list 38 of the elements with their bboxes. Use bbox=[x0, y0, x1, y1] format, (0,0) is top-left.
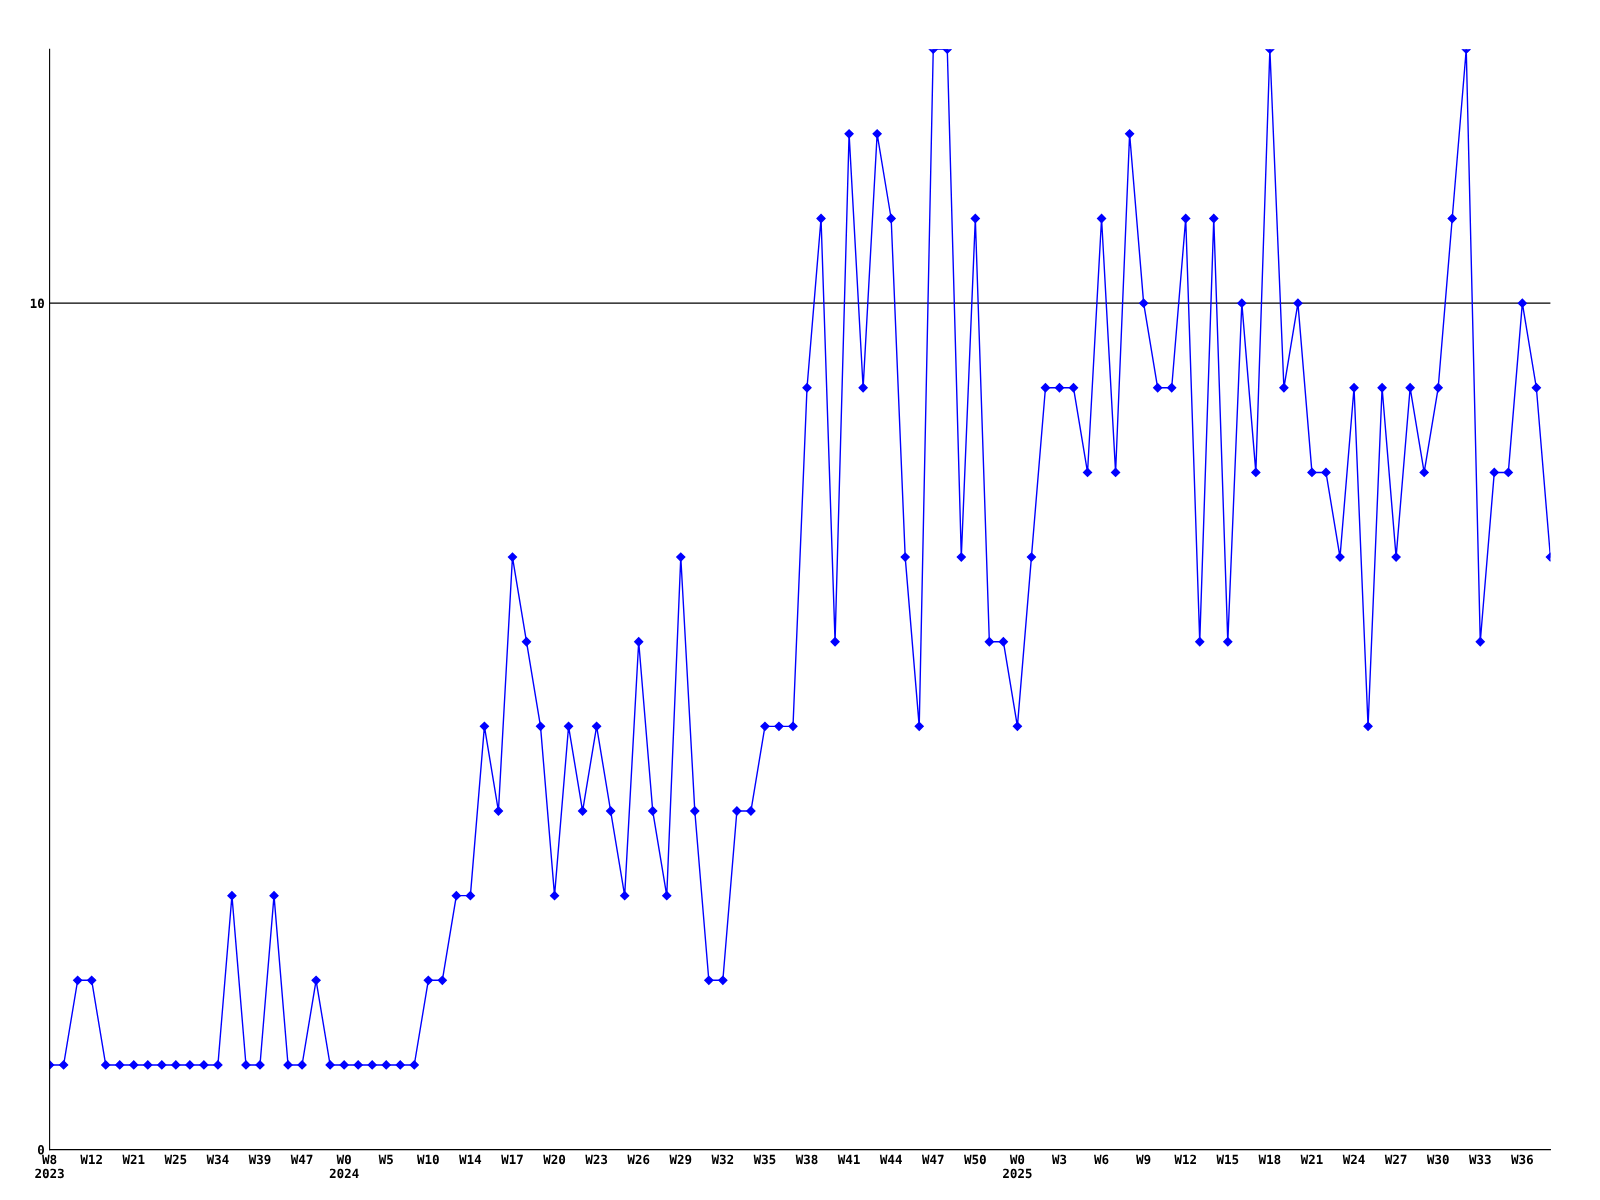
x-tick-label: W41 bbox=[837, 1154, 860, 1164]
x-tick-label: W12 bbox=[80, 1154, 102, 1164]
x-tick-label: W34 bbox=[206, 1154, 229, 1165]
x-tick-label: W0 2024 bbox=[329, 1154, 359, 1179]
x-tick-label: W21 bbox=[1300, 1154, 1323, 1164]
x-tick-label: W27 bbox=[1384, 1154, 1407, 1164]
x-tick-label: W12 bbox=[1174, 1154, 1196, 1164]
x-tick-label: W36 bbox=[1511, 1154, 1533, 1165]
x-tick-label: W35 bbox=[753, 1154, 776, 1165]
x-tick-label: W44 bbox=[879, 1154, 902, 1164]
y-tick-label: 0 bbox=[37, 1145, 44, 1155]
x-tick-label: W3 bbox=[1051, 1154, 1067, 1165]
x-tick-label: W26 bbox=[627, 1154, 650, 1165]
x-tick-label: W24 bbox=[1342, 1154, 1365, 1164]
x-tick-label: W18 bbox=[1258, 1154, 1281, 1165]
x-tick-label: W14 bbox=[459, 1154, 482, 1164]
x-tick-label: W32 bbox=[711, 1154, 734, 1165]
x-tick-label: W17 bbox=[501, 1154, 523, 1164]
x-tick-label: W39 bbox=[248, 1154, 271, 1165]
x-tick-label: W50 bbox=[964, 1154, 986, 1165]
x-tick-label: W9 bbox=[1136, 1154, 1151, 1165]
x-tick-label: W23 bbox=[585, 1154, 608, 1165]
x-tick-label: W30 bbox=[1426, 1154, 1449, 1165]
x-tick-label: W21 bbox=[122, 1154, 145, 1164]
x-tick-label: W29 bbox=[669, 1154, 692, 1165]
x-tick-label: W33 bbox=[1468, 1154, 1491, 1165]
x-tick-label: W47 bbox=[921, 1154, 944, 1164]
x-tick-label: W0 2025 bbox=[1003, 1154, 1032, 1179]
x-tick-label: W5 bbox=[378, 1154, 393, 1165]
x-tick-label: W20 bbox=[543, 1154, 566, 1165]
x-tick-label: W38 bbox=[795, 1154, 818, 1165]
x-tick-label: W47 bbox=[290, 1154, 313, 1164]
x-tick-label: W6 bbox=[1094, 1154, 1109, 1165]
x-tick-label: W15 bbox=[1216, 1154, 1239, 1165]
x-tick-label: W10 bbox=[417, 1154, 439, 1165]
y-tick-label: 10 bbox=[30, 298, 44, 309]
x-tick-label: W25 bbox=[164, 1154, 187, 1165]
x-tick-label: W8 2023 bbox=[35, 1154, 64, 1179]
